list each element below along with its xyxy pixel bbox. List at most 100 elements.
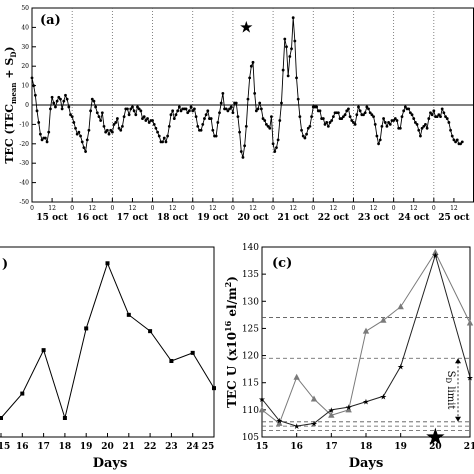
panel-a-data-point (169, 113, 173, 117)
panel-a-hour-tick-label: 0 (231, 205, 235, 212)
panel-a-data-point (343, 113, 347, 117)
panel-c-x-axis-label: Days (349, 456, 384, 471)
panel-a-data-point (40, 138, 44, 142)
panel-c-sd-limit-arrow (455, 358, 461, 422)
panel-a-data-point (300, 128, 303, 132)
panel-a-data-point (454, 140, 457, 144)
panel-a-data-point (414, 121, 417, 124)
panel-a-data-point (350, 119, 354, 122)
panel-a-data-point (219, 101, 223, 105)
panel-a-data-point (156, 130, 159, 134)
panel-b-x-tick-label: 19 (80, 442, 93, 452)
panel-a-data-point (340, 117, 344, 120)
panel-a-data-point (164, 140, 168, 144)
panel-a-data-point (105, 128, 109, 132)
panel-b-x-tick-label: 17 (37, 442, 50, 452)
panel-a-label: (a) (40, 13, 61, 28)
panel-a-data-point (74, 126, 77, 130)
panel-a-y-label-sub2: D (9, 52, 18, 58)
panel-a-y-label-main: TEC (TEC (3, 104, 16, 164)
panel-c-triangle-marker (380, 316, 387, 323)
panel-a-data-point (144, 119, 148, 122)
panel-a-data-point (59, 97, 62, 101)
panel-c-label: (c) (272, 256, 292, 271)
panel-a-data-point (94, 105, 98, 109)
panel-c-star-marker: ★ (310, 419, 317, 428)
panel-a-data-point (437, 113, 441, 117)
panel-b-square-marker (41, 348, 46, 353)
panel-c-triangle-marker (397, 303, 404, 310)
panel-a-data-point (189, 105, 193, 109)
panel-a-data-point (342, 115, 345, 119)
panel-c-y-label-main: TEC U (x10 (225, 332, 239, 408)
panel-b-x-tick-label: 15 (0, 442, 10, 452)
panel-a-data-point (204, 113, 208, 117)
panel-c-star-marker: ★ (328, 406, 335, 415)
panel-c-y-tick-label: 140 (242, 243, 259, 253)
panel-a-data-point (214, 134, 218, 138)
panel-a-data-point (187, 109, 191, 113)
panel-c-y-tick-label: 105 (242, 433, 259, 443)
panel-a-data-point (402, 109, 406, 113)
panel-a-data-point (132, 109, 136, 113)
panel-a-data-point (85, 138, 89, 142)
panel-c-series: ★ ★ ★ ★ ★ ★ ★ ★ ★ ★ ★ (258, 248, 474, 431)
panel-a-data-point (239, 150, 243, 153)
panel-b-plot-frame (0, 246, 215, 438)
panel-a-y-tick-label: -50 (19, 199, 29, 206)
panel-a-data-point (400, 115, 404, 119)
panel-c-y-label-sup: 16 (223, 320, 233, 332)
panel-a-data-point (253, 91, 257, 95)
panel-a-y-axis-label: TEC (TECmean + SD) (3, 46, 18, 163)
panel-a-data-point (323, 123, 327, 126)
panel-a-data-point (134, 113, 138, 117)
panel-a-data-point (270, 115, 273, 119)
panel-a-data-point (328, 121, 332, 124)
panel-c-triangle-marker (362, 327, 370, 334)
panel-a-day-label: 21 oct (278, 213, 310, 223)
panel-a-data-point (429, 111, 432, 115)
panel-b-square-marker (148, 329, 153, 334)
panel-a-hour-tick-label: 12 (249, 205, 257, 212)
panel-a-data-point (261, 117, 265, 120)
panel-c-star-marker: ★ (293, 422, 300, 431)
panel-a-data-point (440, 107, 444, 111)
panel-a-tec-line (31, 17, 463, 158)
panel-a-data-point (177, 105, 181, 109)
panel-a-data-point (109, 128, 113, 132)
panel-a-data-point (75, 132, 79, 136)
panel-a-hour-tick-label: 12 (450, 205, 458, 212)
panel-a-data-point (358, 109, 362, 113)
panel-a-data-point (380, 124, 384, 128)
panel-a-data-point (117, 126, 121, 130)
panel-a-hour-tick-label: 0 (392, 205, 396, 212)
panel-a-data-point (273, 150, 277, 153)
panel-b-x-tick-label: 18 (59, 442, 72, 452)
panel-a-data-point (325, 121, 329, 124)
panel-a-y-label-sub: mean (9, 82, 18, 104)
panel-b-x-ticks: 15 16 17 18 19 20 21 22 23 24 25 (0, 433, 215, 452)
panel-b-x-tick-label: 23 (165, 442, 178, 452)
panel-a-data-point (206, 109, 210, 113)
panel-b-square-marker (20, 391, 25, 396)
panel-c-triangle-marker (432, 248, 439, 255)
panel-a-data-point (64, 93, 67, 97)
panel-a-data-point (57, 95, 61, 99)
panel-a-data-point (216, 121, 220, 124)
panel-a-data-point (107, 132, 111, 136)
panel-a-data-point (32, 84, 36, 87)
panel-a-y-tick-label: 20 (21, 63, 29, 70)
panel-b-square-marker (62, 416, 67, 420)
panel-a-data-point (442, 111, 446, 115)
panel-a-data-point (166, 134, 170, 138)
panel-a-day-label: 20 oct (237, 213, 269, 223)
panel-c-annot-main: S (445, 371, 456, 378)
panel-a-day-label: 25 oct (438, 213, 470, 223)
panel-c-star-marker: ★ (258, 395, 265, 404)
panel-a-data-point (444, 115, 447, 119)
panel-a-data-point (201, 123, 205, 126)
panel-c-x-ticks: 15 16 17 18 19 20 21 (256, 433, 474, 452)
panel-a-data-point (375, 134, 379, 138)
panel-a-data-point (452, 138, 456, 142)
panel-b-square-marker (190, 350, 195, 355)
